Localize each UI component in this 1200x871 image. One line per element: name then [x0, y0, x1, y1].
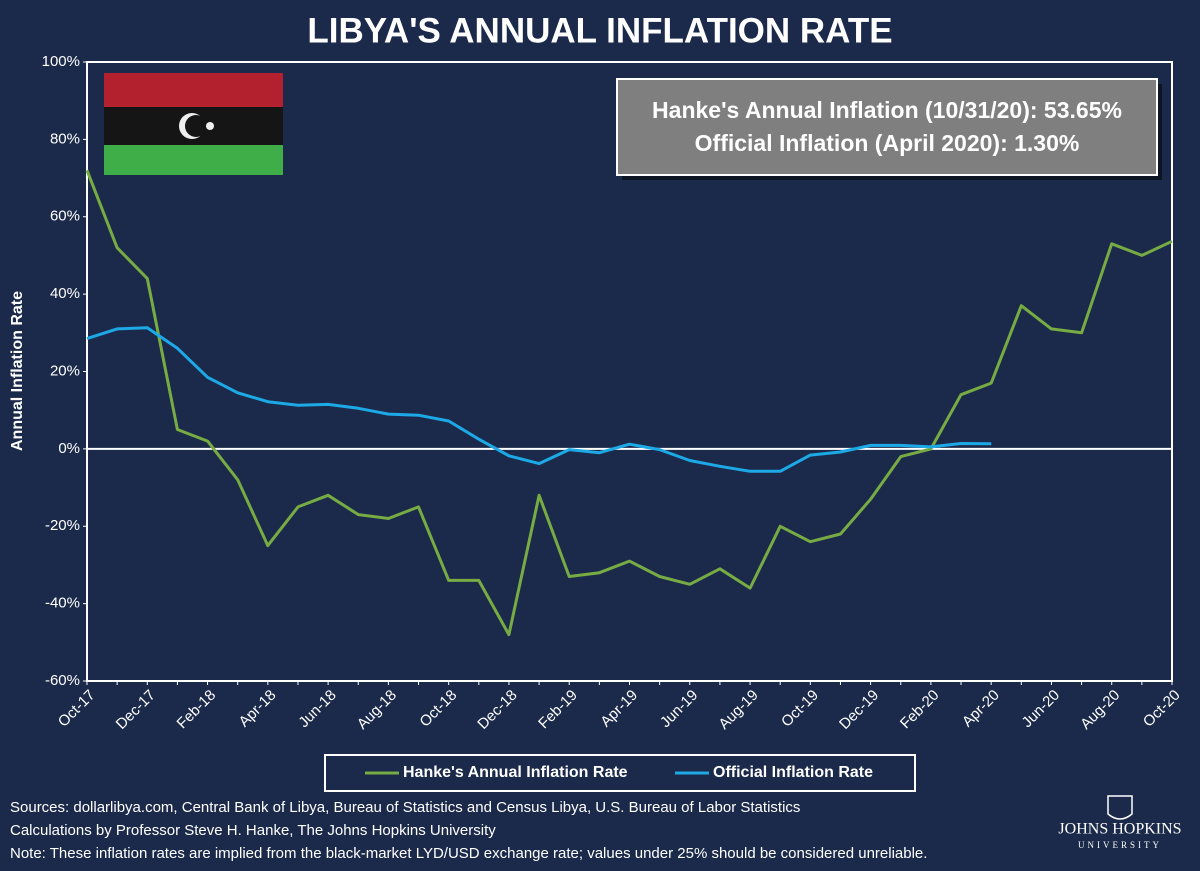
y-axis-label: Annual Inflation Rate — [9, 291, 26, 451]
chart-title: LIBYA'S ANNUAL INFLATION RATE — [307, 11, 892, 50]
series-line — [85, 169, 1173, 637]
y-tick-label: -60% — [45, 672, 80, 689]
legend-label: Official Inflation Rate — [713, 764, 873, 781]
annotation-box — [616, 78, 1158, 176]
logo-text: JOHNS HOPKINS — [1058, 821, 1181, 838]
y-tick-label: 40% — [50, 285, 80, 302]
logo-text: UNIVERSITY — [1078, 840, 1162, 850]
y-tick-label: 0% — [58, 440, 80, 457]
flag — [104, 73, 283, 175]
y-tick-label: -40% — [45, 595, 80, 612]
y-tick-label: 80% — [50, 130, 80, 147]
annotation: Hanke's Annual Inflation (10/31/20): 53.… — [652, 97, 1122, 123]
legend-label: Hanke's Annual Inflation Rate — [403, 764, 628, 781]
flag-red — [104, 73, 283, 107]
flag-crescent-cut — [185, 115, 207, 137]
flag-green — [104, 145, 283, 175]
annotation: Official Inflation (April 2020): 1.30% — [695, 130, 1080, 156]
y-tick-label: 20% — [50, 362, 80, 379]
source-note: Calculations by Professor Steve H. Hanke… — [10, 822, 496, 839]
legend-box — [324, 754, 916, 792]
source-note: Sources: dollarlibya.com, Central Bank o… — [10, 799, 800, 816]
source-note: Note: These inflation rates are implied … — [10, 845, 927, 862]
logo-shield — [1107, 795, 1133, 820]
y-tick-label: 100% — [42, 53, 80, 70]
series-line — [86, 326, 992, 473]
y-tick-label: -20% — [45, 517, 80, 534]
flag-star — [206, 122, 214, 130]
y-tick-label: 60% — [50, 208, 80, 225]
